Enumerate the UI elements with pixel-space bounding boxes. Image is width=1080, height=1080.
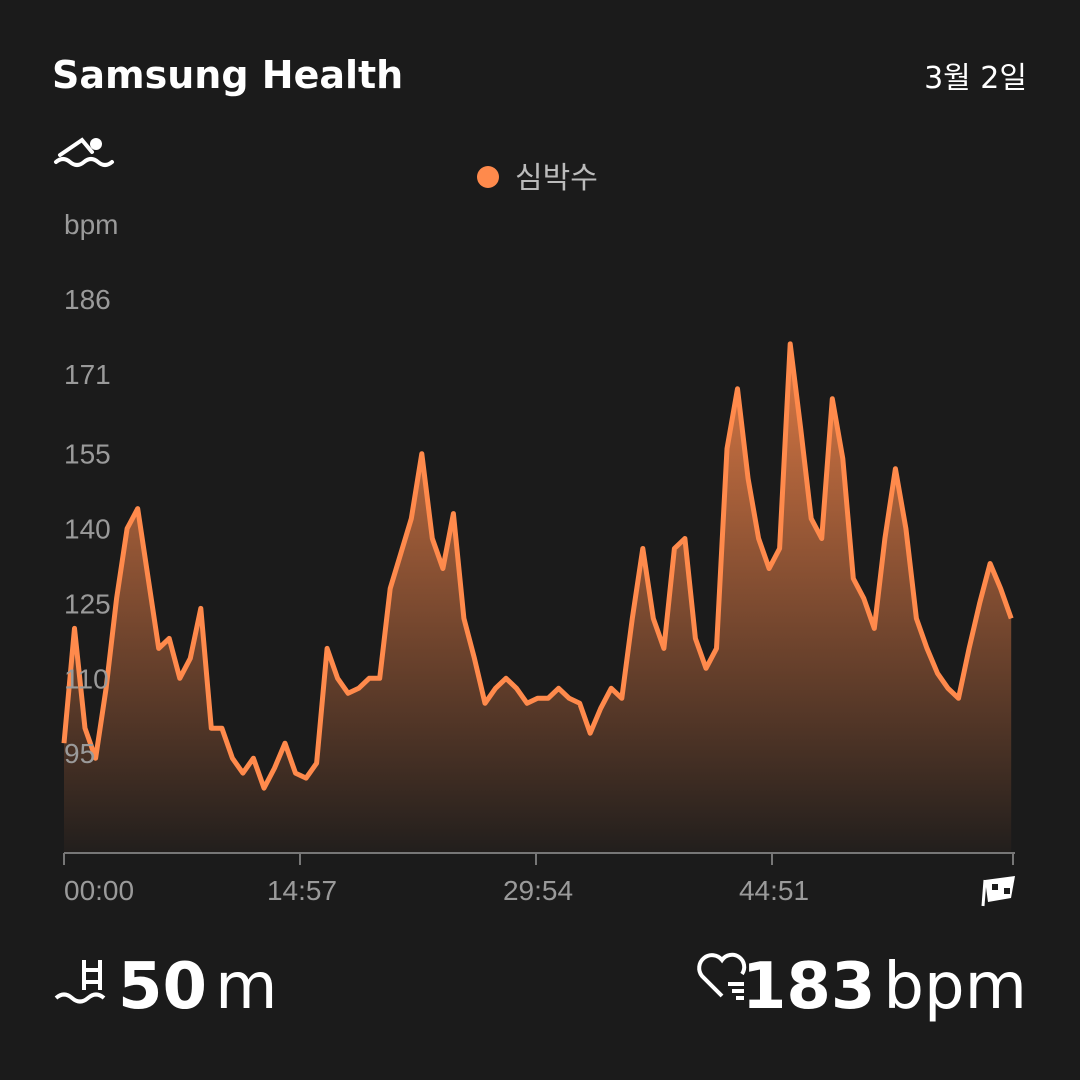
area-fill (64, 343, 1012, 853)
y-tick-label: 155 (64, 439, 111, 470)
plot: 186 171 155 140 125 110 95 00:00 14:57 29:54 44:51 (61, 284, 1015, 906)
swim-icon (54, 137, 114, 167)
app-title: Samsung Health (52, 53, 403, 97)
y-tick-label: 171 (64, 359, 111, 390)
heart-rate-value: 183 (742, 950, 876, 1024)
y-tick-label: 186 (64, 284, 111, 315)
x-tick-label: 00:00 (64, 875, 134, 906)
x-tick-label: 44:51 (739, 875, 809, 906)
distance-value: 50 (118, 950, 207, 1024)
heart-rate-unit: bpm (883, 950, 1027, 1024)
y-tick-label: 95 (64, 738, 95, 769)
pool-icon (54, 960, 106, 1004)
heart-rate-line (61, 341, 1014, 791)
y-tick-label: 140 (64, 514, 111, 545)
x-tick-label: 14:57 (267, 875, 337, 906)
y-tick-label: 110 (64, 663, 109, 694)
legend-marker (477, 166, 499, 188)
y-tick-label: 125 (64, 588, 111, 619)
date: 3월 2일 (924, 61, 1027, 96)
heart-rate-text: 183 bpm (742, 950, 1027, 1024)
y-axis-label: bpm (64, 209, 118, 240)
legend-label: 심박수 (515, 161, 598, 196)
x-tick-label: 29:54 (503, 875, 573, 906)
distance-unit: m (215, 950, 277, 1024)
finish-icon (981, 876, 1015, 907)
distance-text: 50 m (118, 950, 277, 1024)
heart-icon (697, 952, 747, 1000)
